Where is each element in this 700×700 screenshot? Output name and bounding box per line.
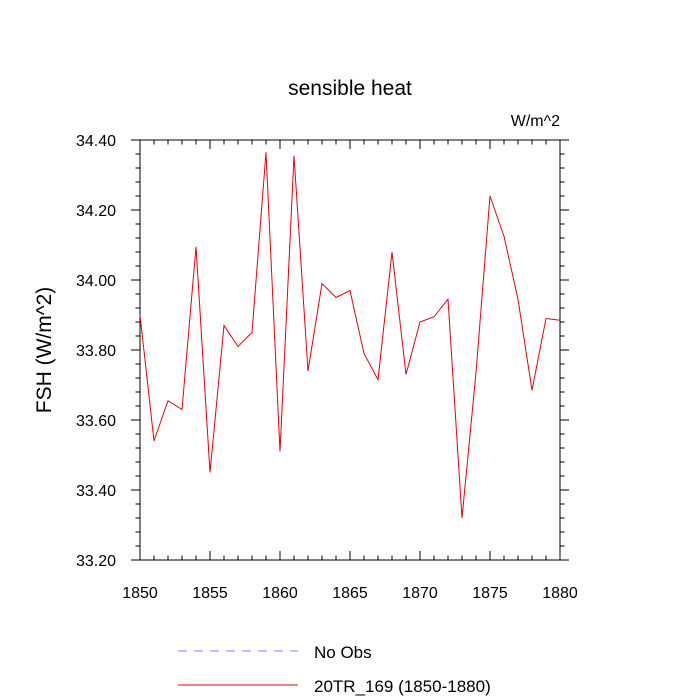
x-tick-label: 1860	[262, 585, 298, 602]
legend: No Obs 20TR_169 (1850-1880)	[178, 643, 491, 696]
axis-ticks	[131, 139, 569, 561]
series-line	[139, 152, 561, 519]
y-tick-label: 34.20	[76, 203, 116, 220]
series-group	[139, 152, 561, 519]
legend-label-no-obs: No Obs	[314, 643, 372, 662]
x-tick-label: 1875	[472, 585, 508, 602]
axis-tick-labels: 1850 1855 1860 1865 1870 1875 1880 33.20 33.40 33…	[76, 133, 578, 602]
plot-frame	[139, 139, 561, 561]
x-tick-label: 1850	[122, 585, 158, 602]
y-tick-label: 33.40	[76, 483, 116, 500]
y-tick-label: 33.60	[76, 413, 116, 430]
y-axis-label: FSH (W/m^2)	[33, 287, 56, 414]
x-tick-label: 1855	[192, 585, 228, 602]
units-label: W/m^2	[511, 113, 560, 130]
y-tick-label: 34.40	[76, 133, 116, 150]
legend-label-series: 20TR_169 (1850-1880)	[314, 677, 491, 696]
chart-title: sensible heat	[288, 77, 412, 100]
y-tick-label: 33.80	[76, 343, 116, 360]
x-tick-label: 1880	[542, 585, 578, 602]
x-tick-label: 1865	[332, 585, 368, 602]
x-tick-label: 1870	[402, 585, 438, 602]
y-tick-label: 34.00	[76, 273, 116, 290]
plot-area: 1850 1855 1860 1865 1870 1875 1880 33.20 33.40 33…	[76, 133, 578, 602]
y-tick-label: 33.20	[76, 553, 116, 570]
